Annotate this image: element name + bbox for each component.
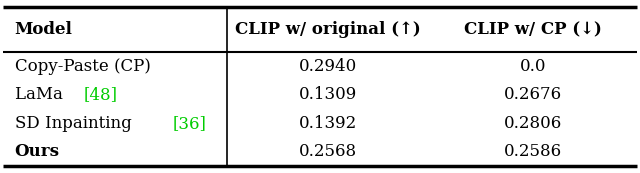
Text: 0.2806: 0.2806	[504, 115, 562, 132]
Text: 0.2586: 0.2586	[504, 143, 562, 160]
Text: 0.2940: 0.2940	[299, 58, 357, 75]
Text: LaMa: LaMa	[15, 86, 68, 103]
Text: 0.0: 0.0	[520, 58, 546, 75]
Text: 0.1309: 0.1309	[299, 86, 357, 103]
Text: 0.2676: 0.2676	[504, 86, 562, 103]
Text: 0.1392: 0.1392	[299, 115, 357, 132]
Text: Ours: Ours	[15, 143, 60, 160]
Text: CLIP w/ original (↑): CLIP w/ original (↑)	[235, 21, 421, 38]
Text: [48]: [48]	[83, 86, 117, 103]
Text: CLIP w/ CP (↓): CLIP w/ CP (↓)	[464, 21, 602, 38]
Text: 0.2568: 0.2568	[299, 143, 357, 160]
Text: [36]: [36]	[172, 115, 206, 132]
Text: SD Inpainting: SD Inpainting	[15, 115, 137, 132]
Text: Model: Model	[15, 21, 72, 38]
Text: Copy-Paste (CP): Copy-Paste (CP)	[15, 58, 150, 75]
